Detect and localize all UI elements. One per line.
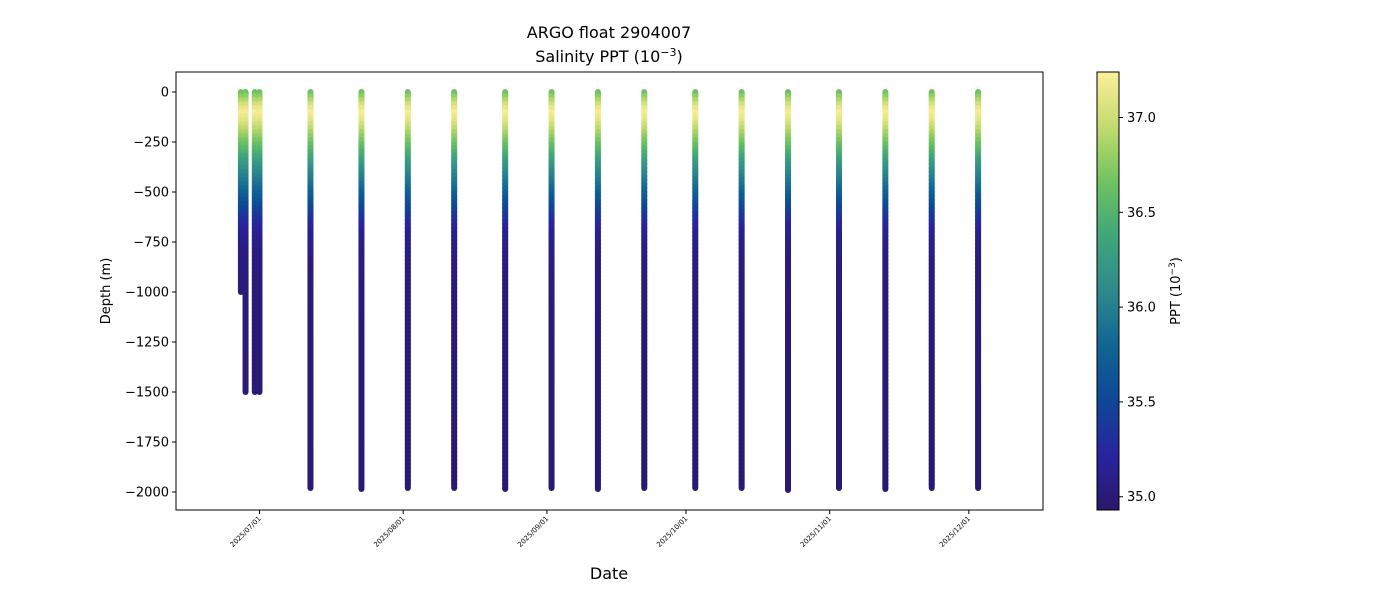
colorbar-gradient — [1096, 71, 1120, 511]
chart-title: ARGO float 2904007 — [527, 23, 691, 42]
x-axis-title: Date — [590, 564, 628, 583]
colorbar-tick-label: 35.5 — [1127, 395, 1156, 410]
y-axis: 0 −250 −500 −750 −1000 −1250 −1500 −1750 −2000 — [125, 86, 176, 501]
chart-subtitle-exponent: −3 — [660, 46, 676, 59]
colorbar-tick-label: 36.0 — [1127, 301, 1156, 316]
y-tick-label: −2000 — [125, 486, 169, 501]
x-tick-label: 2025/08/01 — [372, 515, 406, 549]
plot-background — [176, 72, 1043, 510]
chart-subtitle: Salinity PPT (10−3) — [535, 46, 683, 66]
x-tick-label: 2025/07/01 — [229, 515, 263, 549]
y-tick-label: −1000 — [125, 286, 169, 301]
x-tick-label: 2025/10/01 — [655, 515, 689, 549]
x-tick-label: 2025/12/01 — [938, 515, 972, 549]
colorbar-tick-label: 35.0 — [1127, 490, 1156, 505]
y-tick-label: 0 — [161, 86, 169, 101]
colorbar-title-exponent: −3 — [1168, 262, 1178, 275]
colorbar-tick-label: 36.5 — [1127, 206, 1156, 221]
colorbar-tick-label: 37.0 — [1127, 111, 1156, 126]
y-tick-label: −250 — [133, 136, 169, 151]
plot-frame — [175, 71, 1044, 511]
plot-area — [175, 71, 1044, 511]
colorbar-title: PPT (10−3) — [1168, 257, 1184, 325]
y-axis-title: Depth (m) — [99, 258, 114, 325]
x-tick-label: 2025/09/01 — [516, 515, 550, 549]
y-tick-label: −1750 — [125, 436, 169, 451]
y-tick-label: −750 — [133, 236, 169, 251]
colorbar: 35.0 35.5 36.0 36.5 37.0 PPT (10−3) — [1096, 71, 1184, 511]
y-tick-label: −500 — [133, 186, 169, 201]
profiles-layer — [237, 89, 982, 493]
colorbar-ticks: 35.0 35.5 36.0 36.5 37.0 — [1119, 111, 1156, 505]
y-tick-label: −1250 — [125, 336, 169, 351]
x-axis: 2025/07/01 2025/08/01 2025/09/01 2025/10/01… — [229, 510, 972, 549]
y-tick-label: −1500 — [125, 386, 169, 401]
x-tick-label: 2025/11/01 — [799, 515, 833, 549]
